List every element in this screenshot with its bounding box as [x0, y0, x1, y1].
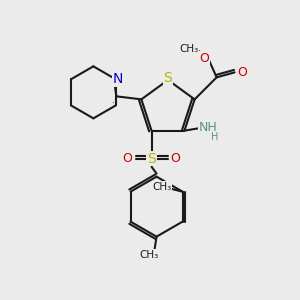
Text: H: H: [211, 132, 218, 142]
Text: NH: NH: [199, 121, 218, 134]
Text: O: O: [123, 152, 133, 165]
Text: O: O: [171, 152, 181, 165]
Text: O: O: [238, 66, 248, 79]
Text: CH₃: CH₃: [152, 182, 171, 192]
Text: CH₃: CH₃: [139, 250, 158, 260]
Text: N: N: [113, 72, 123, 86]
Text: S: S: [147, 152, 156, 166]
Text: O: O: [200, 52, 210, 65]
Text: CH₃: CH₃: [179, 44, 198, 54]
Text: S: S: [164, 71, 172, 85]
